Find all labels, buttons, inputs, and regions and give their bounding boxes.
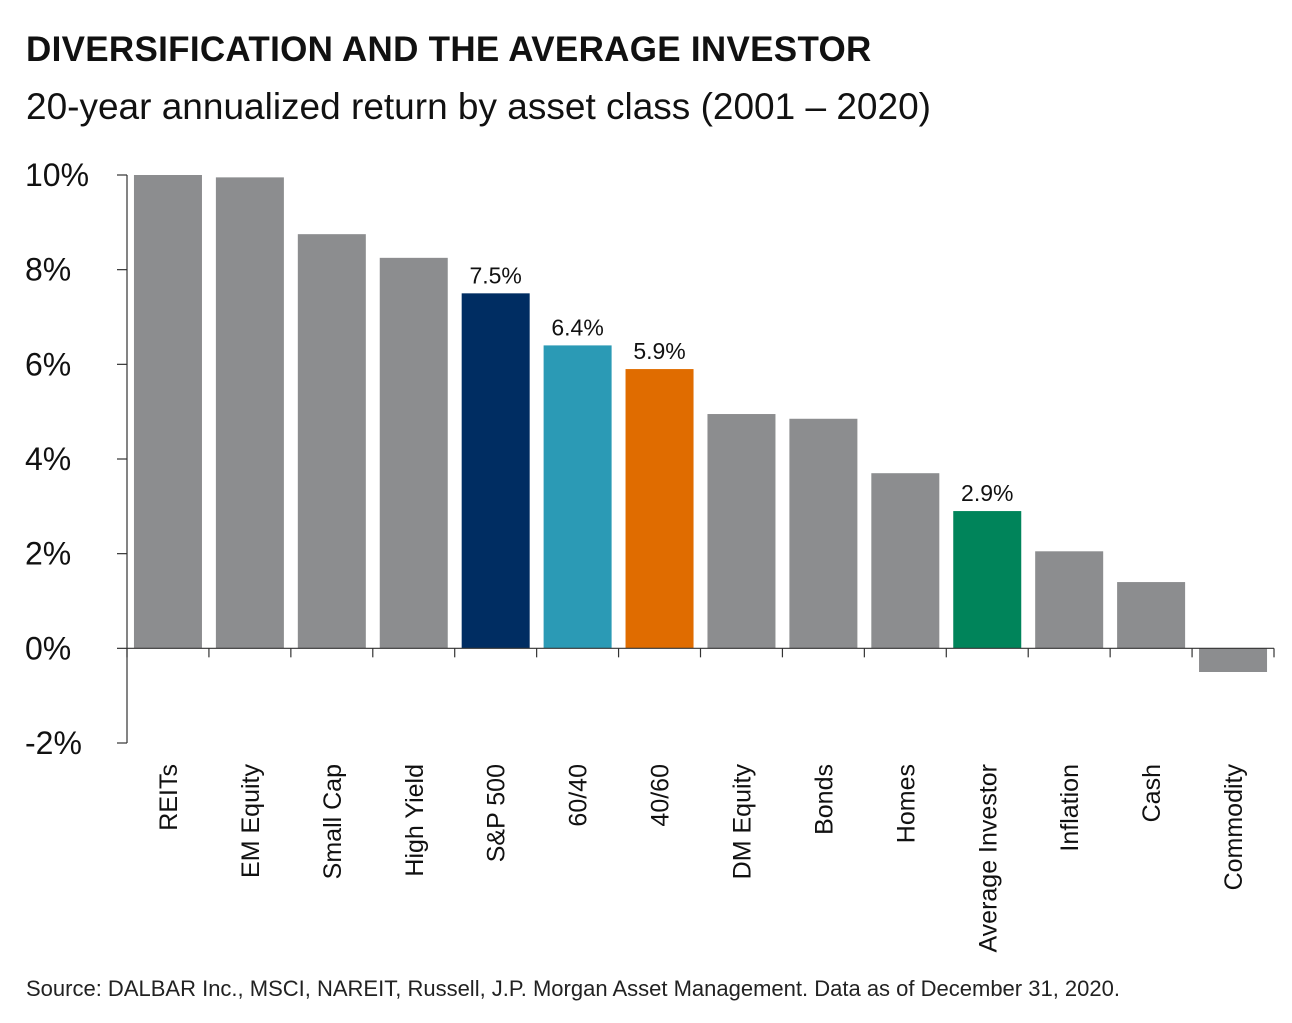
- x-tick-label: Bonds: [810, 764, 838, 835]
- x-tick-label: Cash: [1138, 764, 1166, 822]
- data-label: 2.9%: [961, 480, 1013, 506]
- source-note: Source: DALBAR Inc., MSCI, NAREIT, Russe…: [26, 976, 1120, 1001]
- bar-s-p-500: [461, 293, 530, 649]
- chart-subtitle: 20-year annualized return by asset class…: [26, 86, 931, 127]
- chart-title: DIVERSIFICATION AND THE AVERAGE INVESTOR: [26, 30, 872, 69]
- x-tick-label: DM Equity: [728, 764, 756, 880]
- x-tick-label: S&P 500: [483, 764, 511, 862]
- bar-homes: [871, 473, 940, 649]
- x-tick-label: EM Equity: [237, 764, 265, 878]
- bar-commodity: [1199, 648, 1268, 672]
- y-tick-label: 4%: [25, 441, 71, 477]
- bar-bonds: [789, 418, 858, 649]
- bar-em-equity: [215, 177, 284, 649]
- x-tick-label: 40/60: [647, 764, 675, 827]
- x-tick-label: Inflation: [1056, 764, 1084, 852]
- y-tick-label: 10%: [25, 157, 89, 193]
- x-tick-label: Homes: [892, 764, 920, 843]
- y-tick-label: -2%: [25, 725, 82, 761]
- bar-high-yield: [379, 257, 448, 649]
- x-tick-label: REITs: [155, 764, 183, 831]
- data-label: 6.4%: [551, 314, 603, 340]
- bar-small-cap: [297, 234, 366, 649]
- bar-40-60: [625, 369, 694, 649]
- bar-dm-equity: [707, 414, 776, 649]
- y-tick-label: 0%: [25, 630, 71, 666]
- data-label: 7.5%: [469, 262, 521, 288]
- bar-inflation: [1035, 551, 1104, 649]
- y-tick-label: 2%: [25, 536, 71, 572]
- bar-reits: [133, 175, 202, 649]
- x-tick-label: Average Investor: [974, 764, 1002, 953]
- data-label: 5.9%: [633, 338, 685, 364]
- x-tick-label: Commodity: [1220, 764, 1248, 891]
- bar-cash: [1117, 582, 1186, 649]
- x-tick-label: 60/40: [565, 764, 593, 827]
- bar-average-investor: [953, 511, 1022, 649]
- y-tick-label: 6%: [25, 346, 71, 382]
- y-tick-label: 8%: [25, 252, 71, 288]
- x-tick-label: High Yield: [401, 764, 429, 877]
- x-tick-label: Small Cap: [319, 764, 347, 879]
- bar-60-40: [543, 345, 612, 649]
